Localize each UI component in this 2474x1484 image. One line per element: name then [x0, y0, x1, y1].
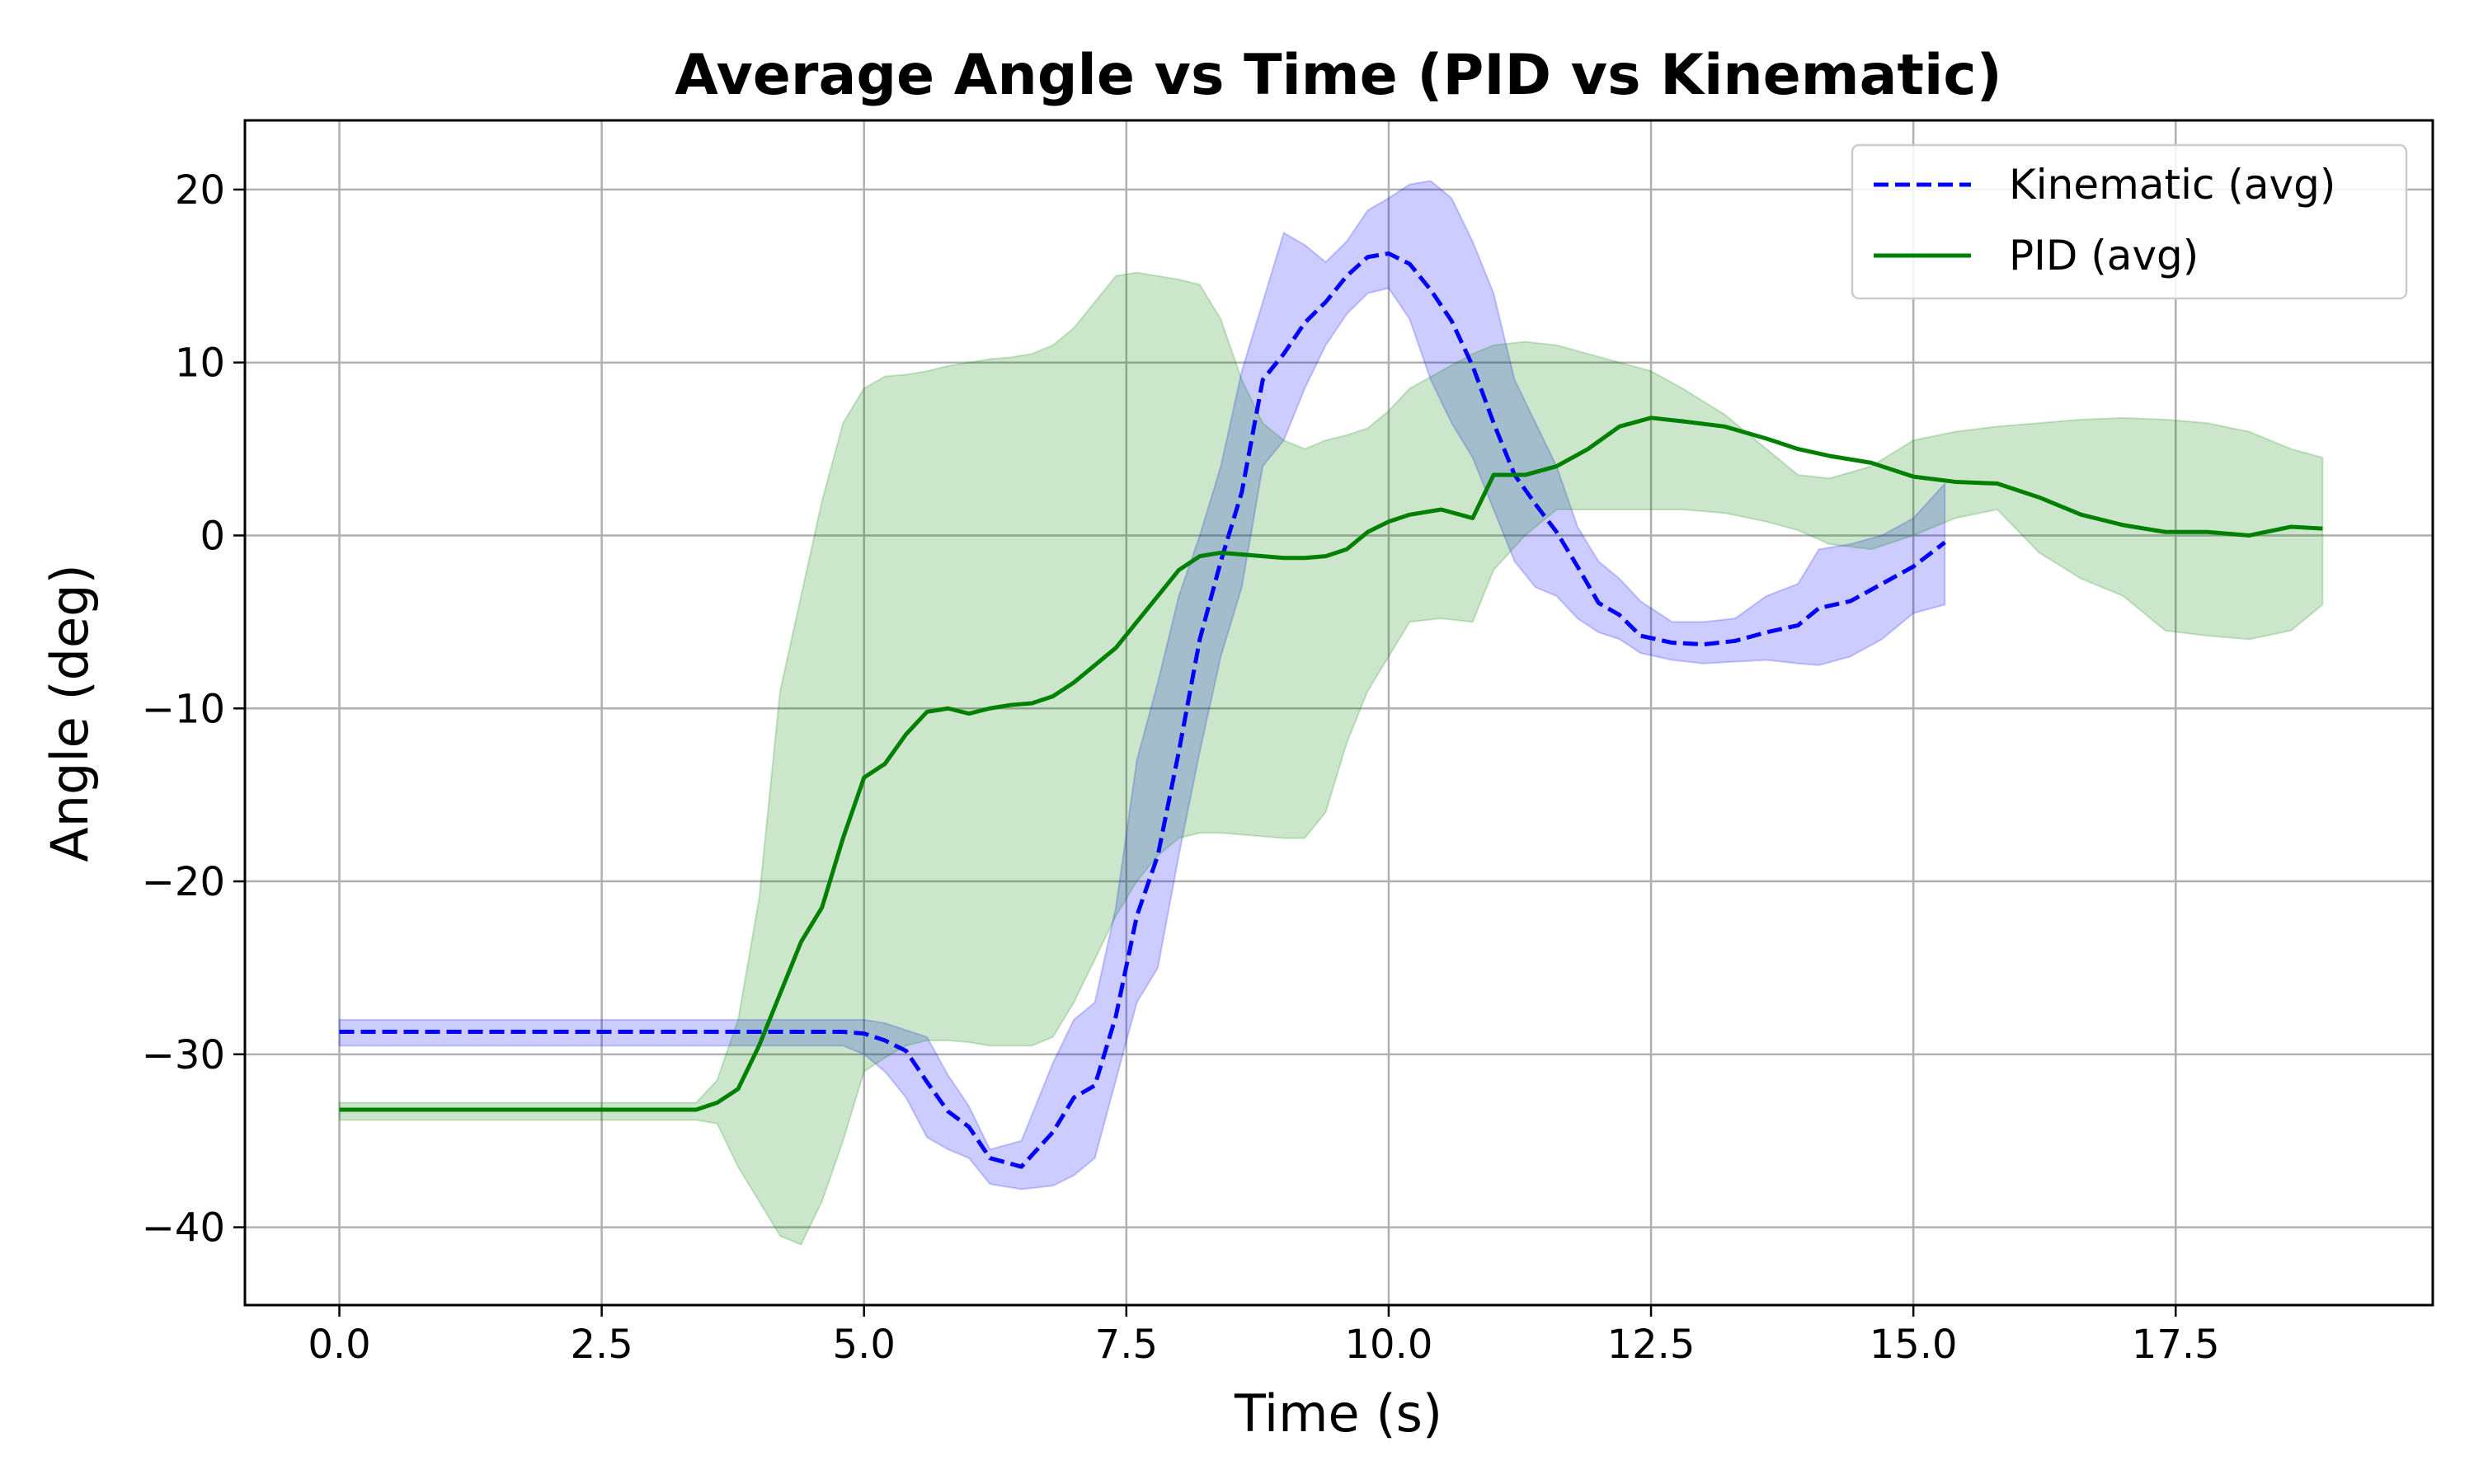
grid — [245, 120, 2433, 1305]
x-tick-label: 17.5 — [2132, 1322, 2220, 1368]
y-tick-label: 10 — [175, 340, 225, 387]
kinematic-band — [338, 180, 1946, 1190]
pid-band — [338, 271, 2324, 1246]
legend: Kinematic (avg) PID (avg) — [1851, 143, 2408, 300]
y-tick-label: −30 — [142, 1032, 225, 1078]
series-lines — [339, 251, 2323, 1169]
x-tick-label: 15.0 — [1870, 1322, 1958, 1368]
pid-avg-line — [339, 416, 2323, 1112]
plot-frame — [243, 119, 2434, 1307]
legend-label-kinematic: Kinematic (avg) — [2009, 161, 2335, 209]
x-tick-label: 0.0 — [308, 1322, 370, 1368]
chart-title: Average Angle vs Time (PID vs Kinematic) — [675, 43, 2001, 108]
y-tick-label: −20 — [142, 859, 225, 905]
legend-box — [1851, 143, 2408, 300]
y-tick-label: 20 — [175, 167, 225, 214]
y-axis-label: Angle (deg) — [40, 564, 100, 862]
y-tick-label: −10 — [142, 686, 225, 732]
y-tick-label: −40 — [142, 1205, 225, 1252]
kinematic-avg-line — [339, 251, 1946, 1169]
x-tick-label: 2.5 — [570, 1322, 633, 1368]
x-axis-label: Time (s) — [1234, 1383, 1442, 1444]
x-tick-label: 10.0 — [1345, 1322, 1433, 1368]
x-tick-label: 12.5 — [1607, 1322, 1696, 1368]
y-tick-label: 0 — [200, 513, 225, 559]
x-tick-label: 7.5 — [1095, 1322, 1158, 1368]
axis-ticks: 0.0 2.5 5.0 7.5 10.0 12.5 15.0 17.5 20 10 0 −10 −20 −… — [142, 167, 2220, 1368]
legend-label-pid: PID (avg) — [2009, 232, 2199, 279]
x-tick-label: 5.0 — [833, 1322, 896, 1368]
confidence-bands — [338, 180, 2324, 1246]
